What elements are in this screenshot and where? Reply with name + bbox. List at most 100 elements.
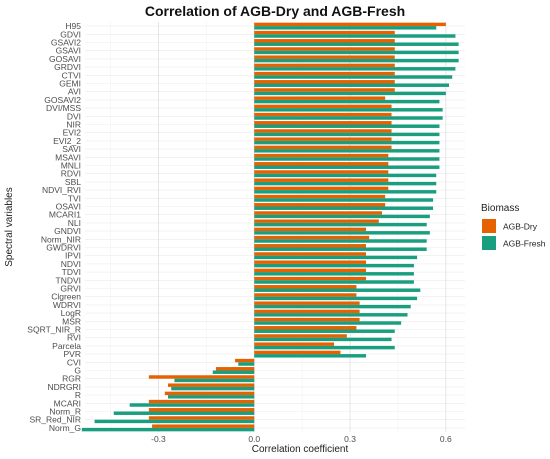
x-tick-label: -0.3 (151, 434, 166, 444)
bar-agb-fresh-tndvi (254, 280, 414, 284)
bar-agb-fresh-sbl (254, 181, 437, 186)
y-tick-label: GSAVI2 (51, 38, 81, 48)
bar-agb-fresh-evi2 (254, 132, 440, 137)
bar-agb-dry-mcari (148, 399, 255, 404)
bar-agb-dry-msr (254, 317, 360, 322)
y-tick-label: RVI (67, 333, 81, 343)
bar-agb-dry-g (215, 367, 255, 371)
bar-agb-dry-osavi (254, 203, 386, 207)
y-tick-label: RGR (62, 374, 81, 384)
bar-agb-dry-gwdrvi (254, 244, 367, 248)
y-tick-label: Norm_G (49, 423, 81, 433)
y-tick-label: MCARI (54, 398, 81, 408)
bar-agb-fresh-norm-nir (254, 239, 427, 243)
y-tick-label: AVI (68, 87, 81, 97)
bar-agb-fresh-rdvi (254, 173, 437, 178)
bar-agb-fresh-logr (254, 313, 408, 317)
y-axis-label: Spectral variables (4, 187, 15, 266)
x-tick-label: 0.3 (344, 434, 356, 444)
bar-agb-fresh-parcela (254, 345, 395, 350)
x-tick-label: 0.6 (440, 434, 452, 444)
bar-agb-fresh-h95 (254, 26, 437, 30)
bar-agb-dry-ipvi (254, 252, 367, 256)
y-tick-label: GWDRVI (46, 243, 81, 253)
bar-agb-dry-evi2 (254, 129, 392, 133)
bar-agb-fresh-sqrt-nir-r (254, 329, 395, 333)
y-tick-label: DVI (67, 111, 81, 121)
plot-area (81, 22, 465, 432)
y-tick-label: MNLI (61, 161, 81, 171)
bar-agb-fresh-pvr (254, 354, 367, 358)
y-tick-label: Norm_NIR (41, 234, 81, 244)
y-tick-label: GRVI (60, 284, 81, 294)
bar-agb-dry-h95 (254, 22, 446, 27)
y-tick-label: GOSAVI (49, 54, 81, 64)
bar-agb-fresh-savi (254, 149, 440, 153)
bar-agb-dry-evi2-2 (254, 137, 392, 141)
y-tick-label: GRDVI (54, 62, 81, 72)
bar-agb-dry-pvr (254, 350, 341, 355)
bar-agb-dry-nli (254, 219, 379, 223)
bar-agb-fresh-dvi-mss (254, 108, 443, 112)
y-tick-label: TNDVI (56, 275, 82, 285)
y-tick-label: NIR (66, 120, 81, 130)
y-tick-label: SBL (65, 177, 81, 187)
bar-agb-dry-gndvi (254, 227, 367, 232)
bar-agb-dry-gemi (254, 80, 395, 84)
y-tick-label: TVI (68, 193, 81, 203)
x-axis-label: Correlation coefficient (252, 444, 349, 455)
y-tick-label: SAVI (62, 144, 81, 154)
y-tick-label: MSAVI (55, 152, 81, 162)
y-axis-tick-labels: H95GDVIGSAVI2GSAVIGOSAVIGRDVICTVIGEMIAVI… (27, 21, 81, 433)
y-tick-label: H95 (65, 21, 81, 31)
bar-agb-dry-gsavi2 (254, 39, 395, 43)
y-tick-label: GOSAVI2 (44, 95, 81, 105)
bar-agb-dry-norm-nir (254, 235, 370, 240)
bar-agb-dry-tndvi (254, 276, 367, 281)
bar-agb-dry-clgreen (254, 293, 357, 297)
y-tick-label: NDVI (61, 259, 81, 269)
y-tick-label: CTVI (62, 70, 81, 80)
bar-agb-dry-ndvi (254, 260, 367, 264)
bar-agb-fresh-sr-red-nir (94, 419, 255, 424)
y-tick-label: GDVI (60, 29, 81, 39)
bar-agb-dry-gdvi (254, 30, 395, 35)
bar-agb-dry-dvi (254, 112, 392, 117)
y-tick-label: MSR (62, 316, 81, 326)
y-tick-label: GEMI (59, 79, 81, 89)
y-tick-label: NDRGRI (47, 382, 81, 392)
y-tick-label: IPVI (65, 251, 81, 261)
y-tick-label: GNDVI (54, 226, 81, 236)
bar-agb-dry-sbl (254, 178, 389, 182)
bar-agb-dry-parcela (254, 342, 335, 346)
bar-agb-fresh-norm-g (81, 427, 255, 432)
y-tick-label: EVI2_2 (53, 136, 81, 146)
bar-agb-dry-ndrgri (168, 383, 255, 387)
bar-agb-dry-savi (254, 145, 392, 150)
bar-agb-fresh-grdvi (254, 67, 456, 71)
y-tick-label: NDVI_RVI (42, 185, 81, 195)
bar-agb-fresh-msr (254, 321, 402, 325)
bar-agb-fresh-ndvi-rvi (254, 190, 437, 194)
bar-agb-dry-rvi (254, 334, 347, 338)
y-tick-label: Parcela (52, 341, 81, 351)
bar-agb-dry-gsavi (254, 47, 395, 51)
bar-agb-fresh-ipvi (254, 255, 418, 260)
legend-label-agb-fresh: AGB-Fresh (503, 239, 546, 249)
y-tick-label: Clgreen (51, 292, 81, 302)
y-tick-label: SQRT_NIR_R (27, 325, 81, 335)
bar-agb-fresh-wdrvi (254, 304, 411, 309)
bar-agb-dry-wdrvi (254, 301, 360, 305)
bar-agb-fresh-msavi (254, 157, 440, 161)
bar-agb-dry-grdvi (254, 63, 395, 68)
bar-agb-fresh-gsavi (254, 50, 459, 55)
y-tick-label: LogR (61, 308, 81, 318)
bar-agb-fresh-gsavi2 (254, 42, 459, 46)
x-axis-tick-labels: -0.3 0.0 0.3 0.6 (151, 434, 452, 444)
bar-agb-dry-rgr (148, 375, 255, 379)
bar-agb-dry-mcari1 (254, 211, 382, 215)
y-tick-label: R (75, 390, 81, 400)
bar-agb-fresh-gwdrvi (254, 247, 427, 251)
y-tick-label: OSAVI (56, 202, 81, 212)
legend-swatch-agb-dry (482, 219, 496, 233)
